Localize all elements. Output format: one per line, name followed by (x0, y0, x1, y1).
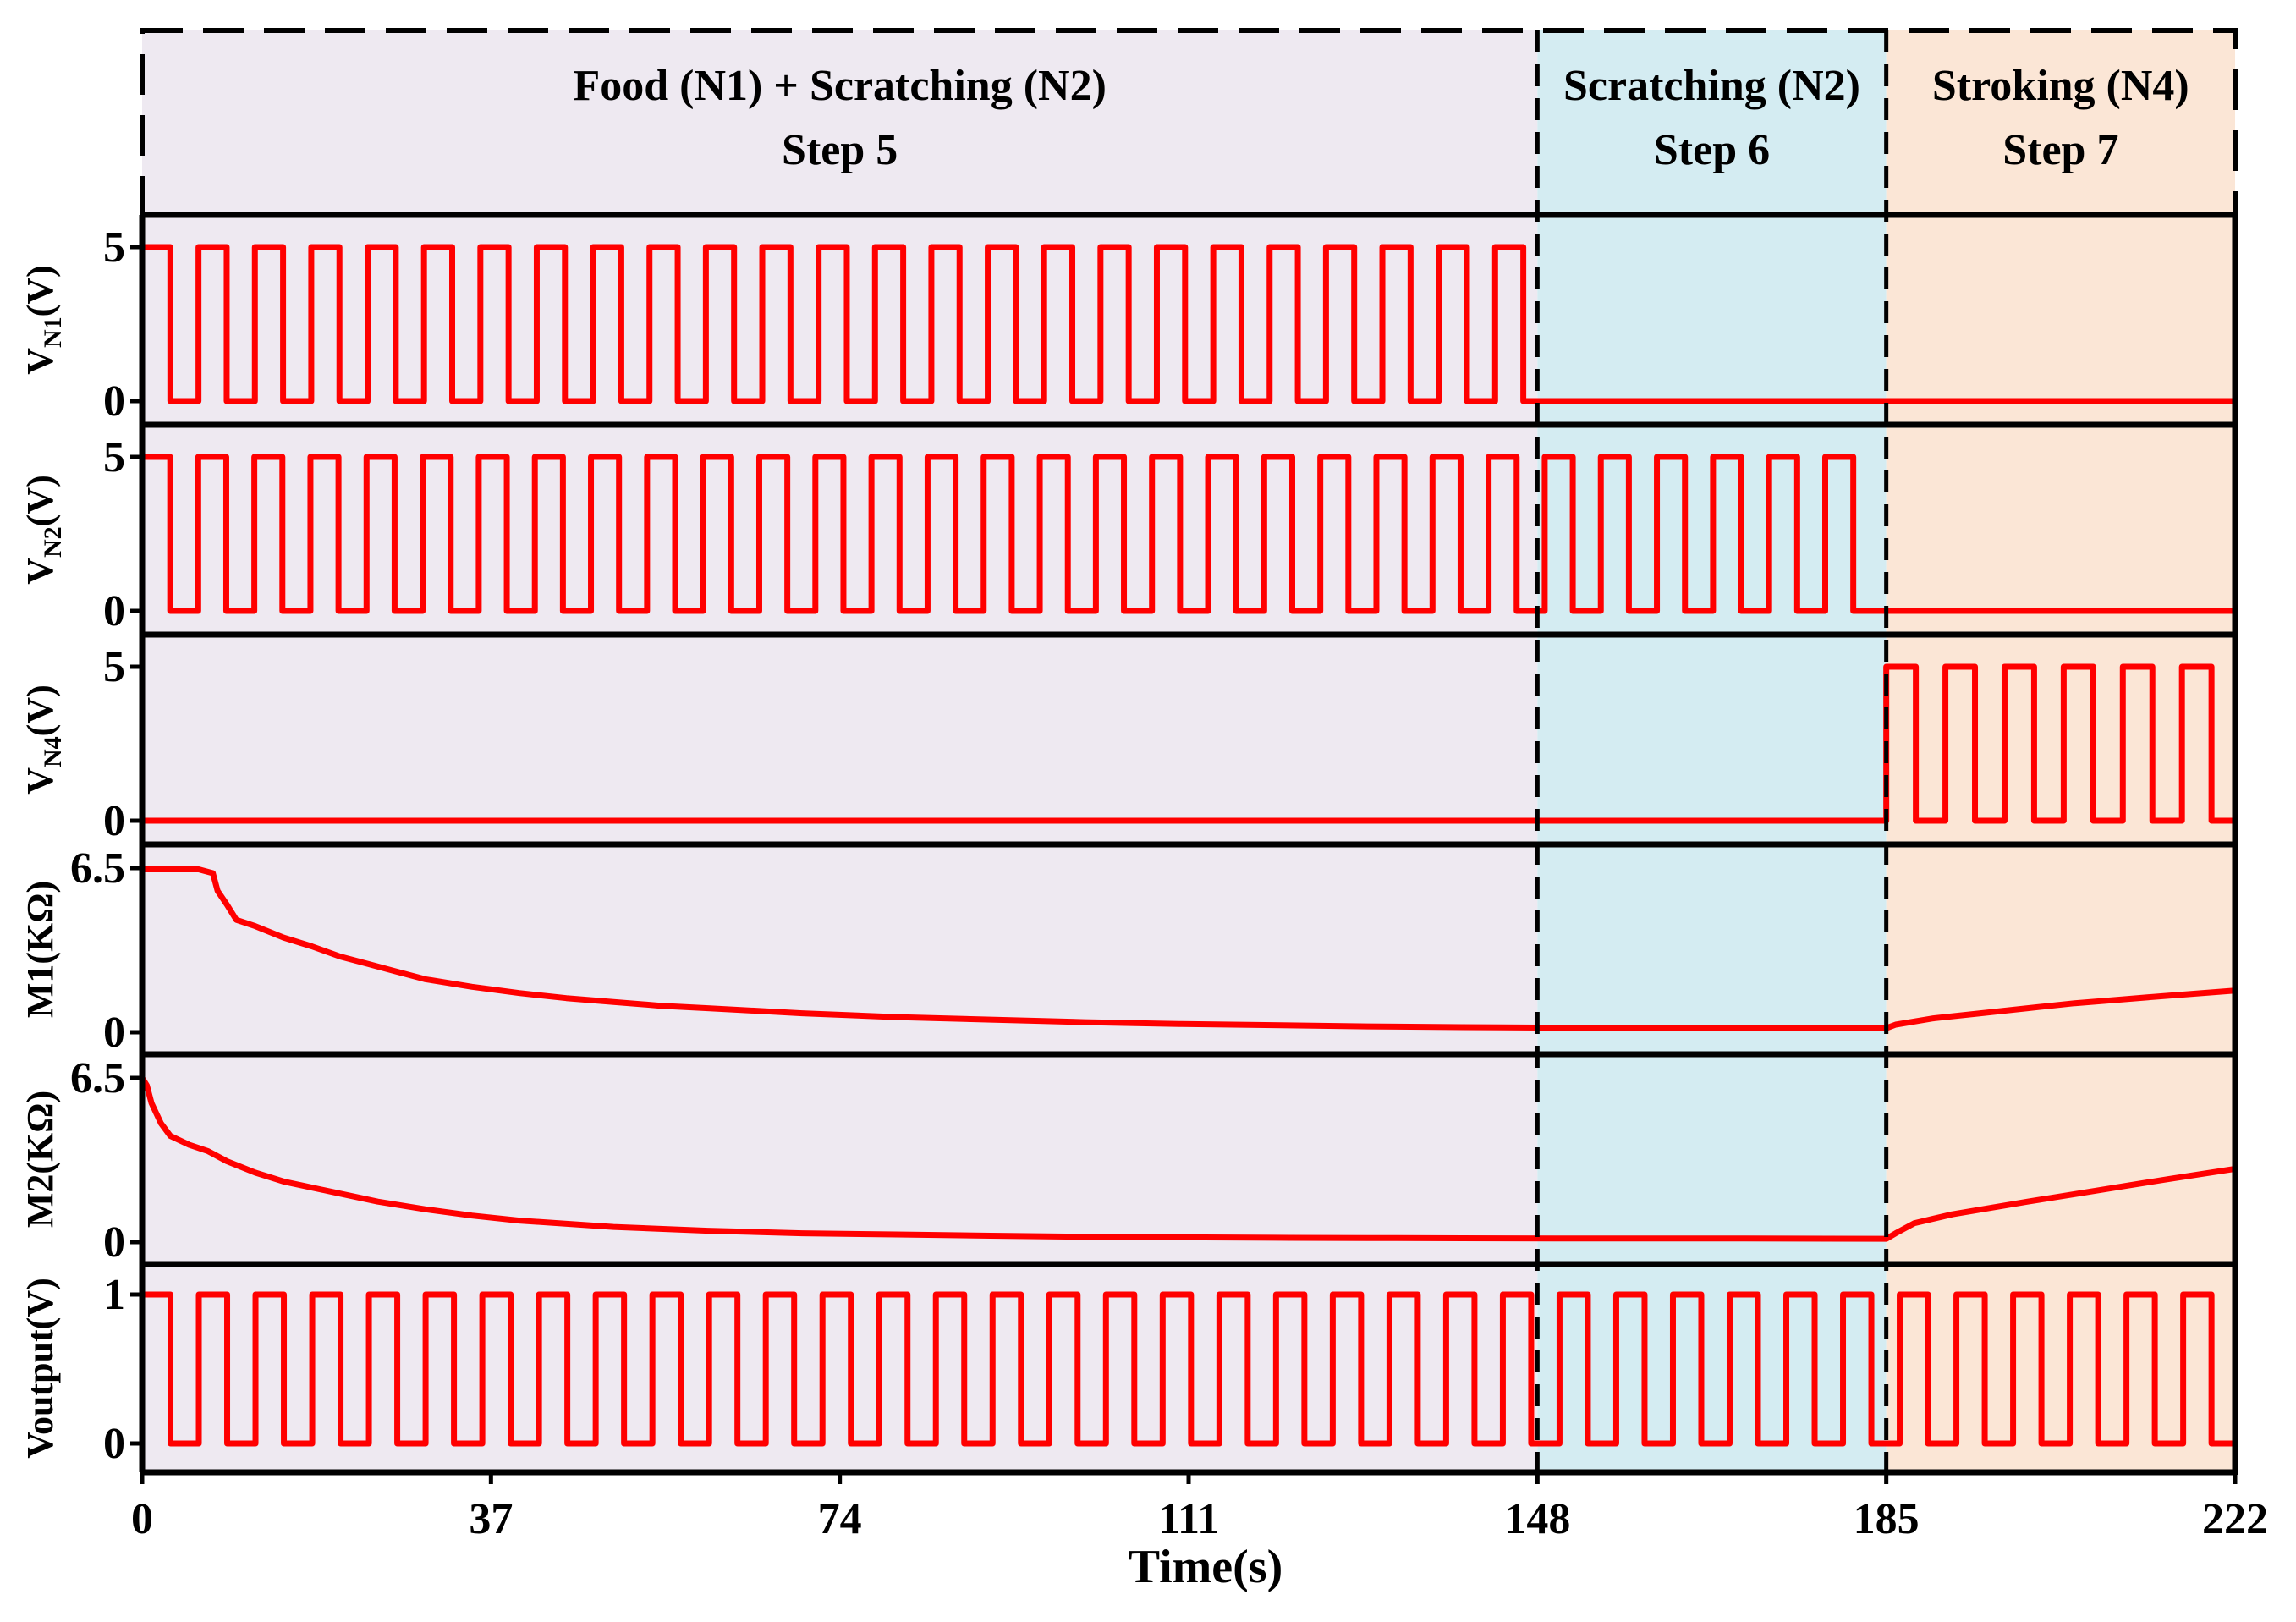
x-tick-label-4: 148 (1504, 1495, 1570, 1543)
y-tick-label-vn2-0: 5 (103, 433, 125, 481)
x-tick-label-5: 185 (1854, 1495, 1920, 1543)
x-tick-label-1: 37 (469, 1495, 513, 1543)
phase-titles: Food (N1) + Scratching (N2) Step 5 Scrat… (573, 62, 2189, 174)
phase-title-step5-name: Food (N1) + Scratching (N2) (573, 62, 1106, 110)
y-tick-label-vn4-0: 5 (103, 643, 125, 691)
y-axis-title-unit: (V) (19, 685, 61, 736)
y-axis-title-main: M1(KΩ) (19, 881, 61, 1018)
phase-title-step5-step: Step 5 (782, 126, 898, 174)
y-tick-label-m2-0: 6.5 (70, 1054, 125, 1102)
phase-title-step7-step: Step 7 (2002, 126, 2118, 174)
y-tick-label-vn1-1: 0 (103, 377, 125, 426)
y-axis-title-main: V (19, 348, 61, 375)
y-axis-title-main: Voutput(V) (19, 1278, 61, 1459)
y-axis-title-subscript: N1 (39, 316, 67, 348)
signal-trace-vn2 (139, 454, 2238, 614)
x-tick-labels: 0 37 74 111 148 185 222 (131, 1472, 2268, 1543)
signal-trace-vn4 (139, 663, 2238, 824)
x-tick-label-0: 0 (131, 1495, 153, 1543)
y-axis-title-vn1: VN1(V) (19, 265, 67, 375)
signal-trace-m2 (139, 1075, 2238, 1242)
y-axis-titles: VN1(V)VN2(V)VN4(V)M1(KΩ)M2(KΩ)Voutput(V) (19, 265, 67, 1459)
y-axis-title-m2: M2(KΩ) (19, 1091, 61, 1228)
y-tick-label-vout-1: 0 (103, 1420, 125, 1468)
y-axis-title-subscript: N4 (39, 736, 67, 767)
signal-trace-m1 (139, 866, 2238, 1031)
y-axis-title-unit: (V) (19, 475, 61, 526)
y-tick-label-m2-1: 0 (103, 1218, 125, 1267)
phase-background-6 (1537, 30, 1887, 1472)
y-axis-title-main: V (19, 767, 61, 795)
y-axis-title-subscript: N2 (39, 526, 67, 558)
signal-traces (139, 244, 2238, 1447)
y-tick-label-vn2-1: 0 (103, 587, 125, 635)
signal-trace-vn1 (139, 244, 2238, 404)
y-tick-label-m1-0: 6.5 (70, 844, 125, 893)
panel-frames (139, 28, 2238, 1476)
y-tick-label-m1-1: 0 (103, 1009, 125, 1057)
y-axis-title-main: M2(KΩ) (19, 1091, 61, 1228)
y-tick-label-vout-0: 1 (103, 1271, 125, 1319)
y-axis-title-main: V (19, 558, 61, 585)
y-tick-label-vn1-0: 5 (103, 223, 125, 272)
phase-title-step7-name: Stroking (N4) (1932, 62, 2189, 110)
signal-trace-vout (139, 1291, 2238, 1447)
phase-backgrounds (142, 30, 2235, 1472)
y-axis-title-unit: (V) (19, 265, 61, 316)
y-axis-title-vn4: VN4(V) (19, 685, 67, 795)
phase-title-step6-name: Scratching (N2) (1563, 62, 1860, 110)
phase-title-step6-step: Step 6 (1654, 126, 1770, 174)
x-tick-label-3: 111 (1158, 1495, 1219, 1543)
x-axis-title: Time(s) (1129, 1541, 1283, 1593)
x-tick-label-6: 222 (2202, 1495, 2268, 1543)
x-tick-label-2: 74 (818, 1495, 862, 1543)
y-tick-label-vn4-1: 0 (103, 797, 125, 845)
y-axis-title-vn2: VN2(V) (19, 475, 67, 585)
y-axis-title-m1: M1(KΩ) (19, 881, 61, 1018)
y-axis-title-vout: Voutput(V) (19, 1278, 61, 1459)
